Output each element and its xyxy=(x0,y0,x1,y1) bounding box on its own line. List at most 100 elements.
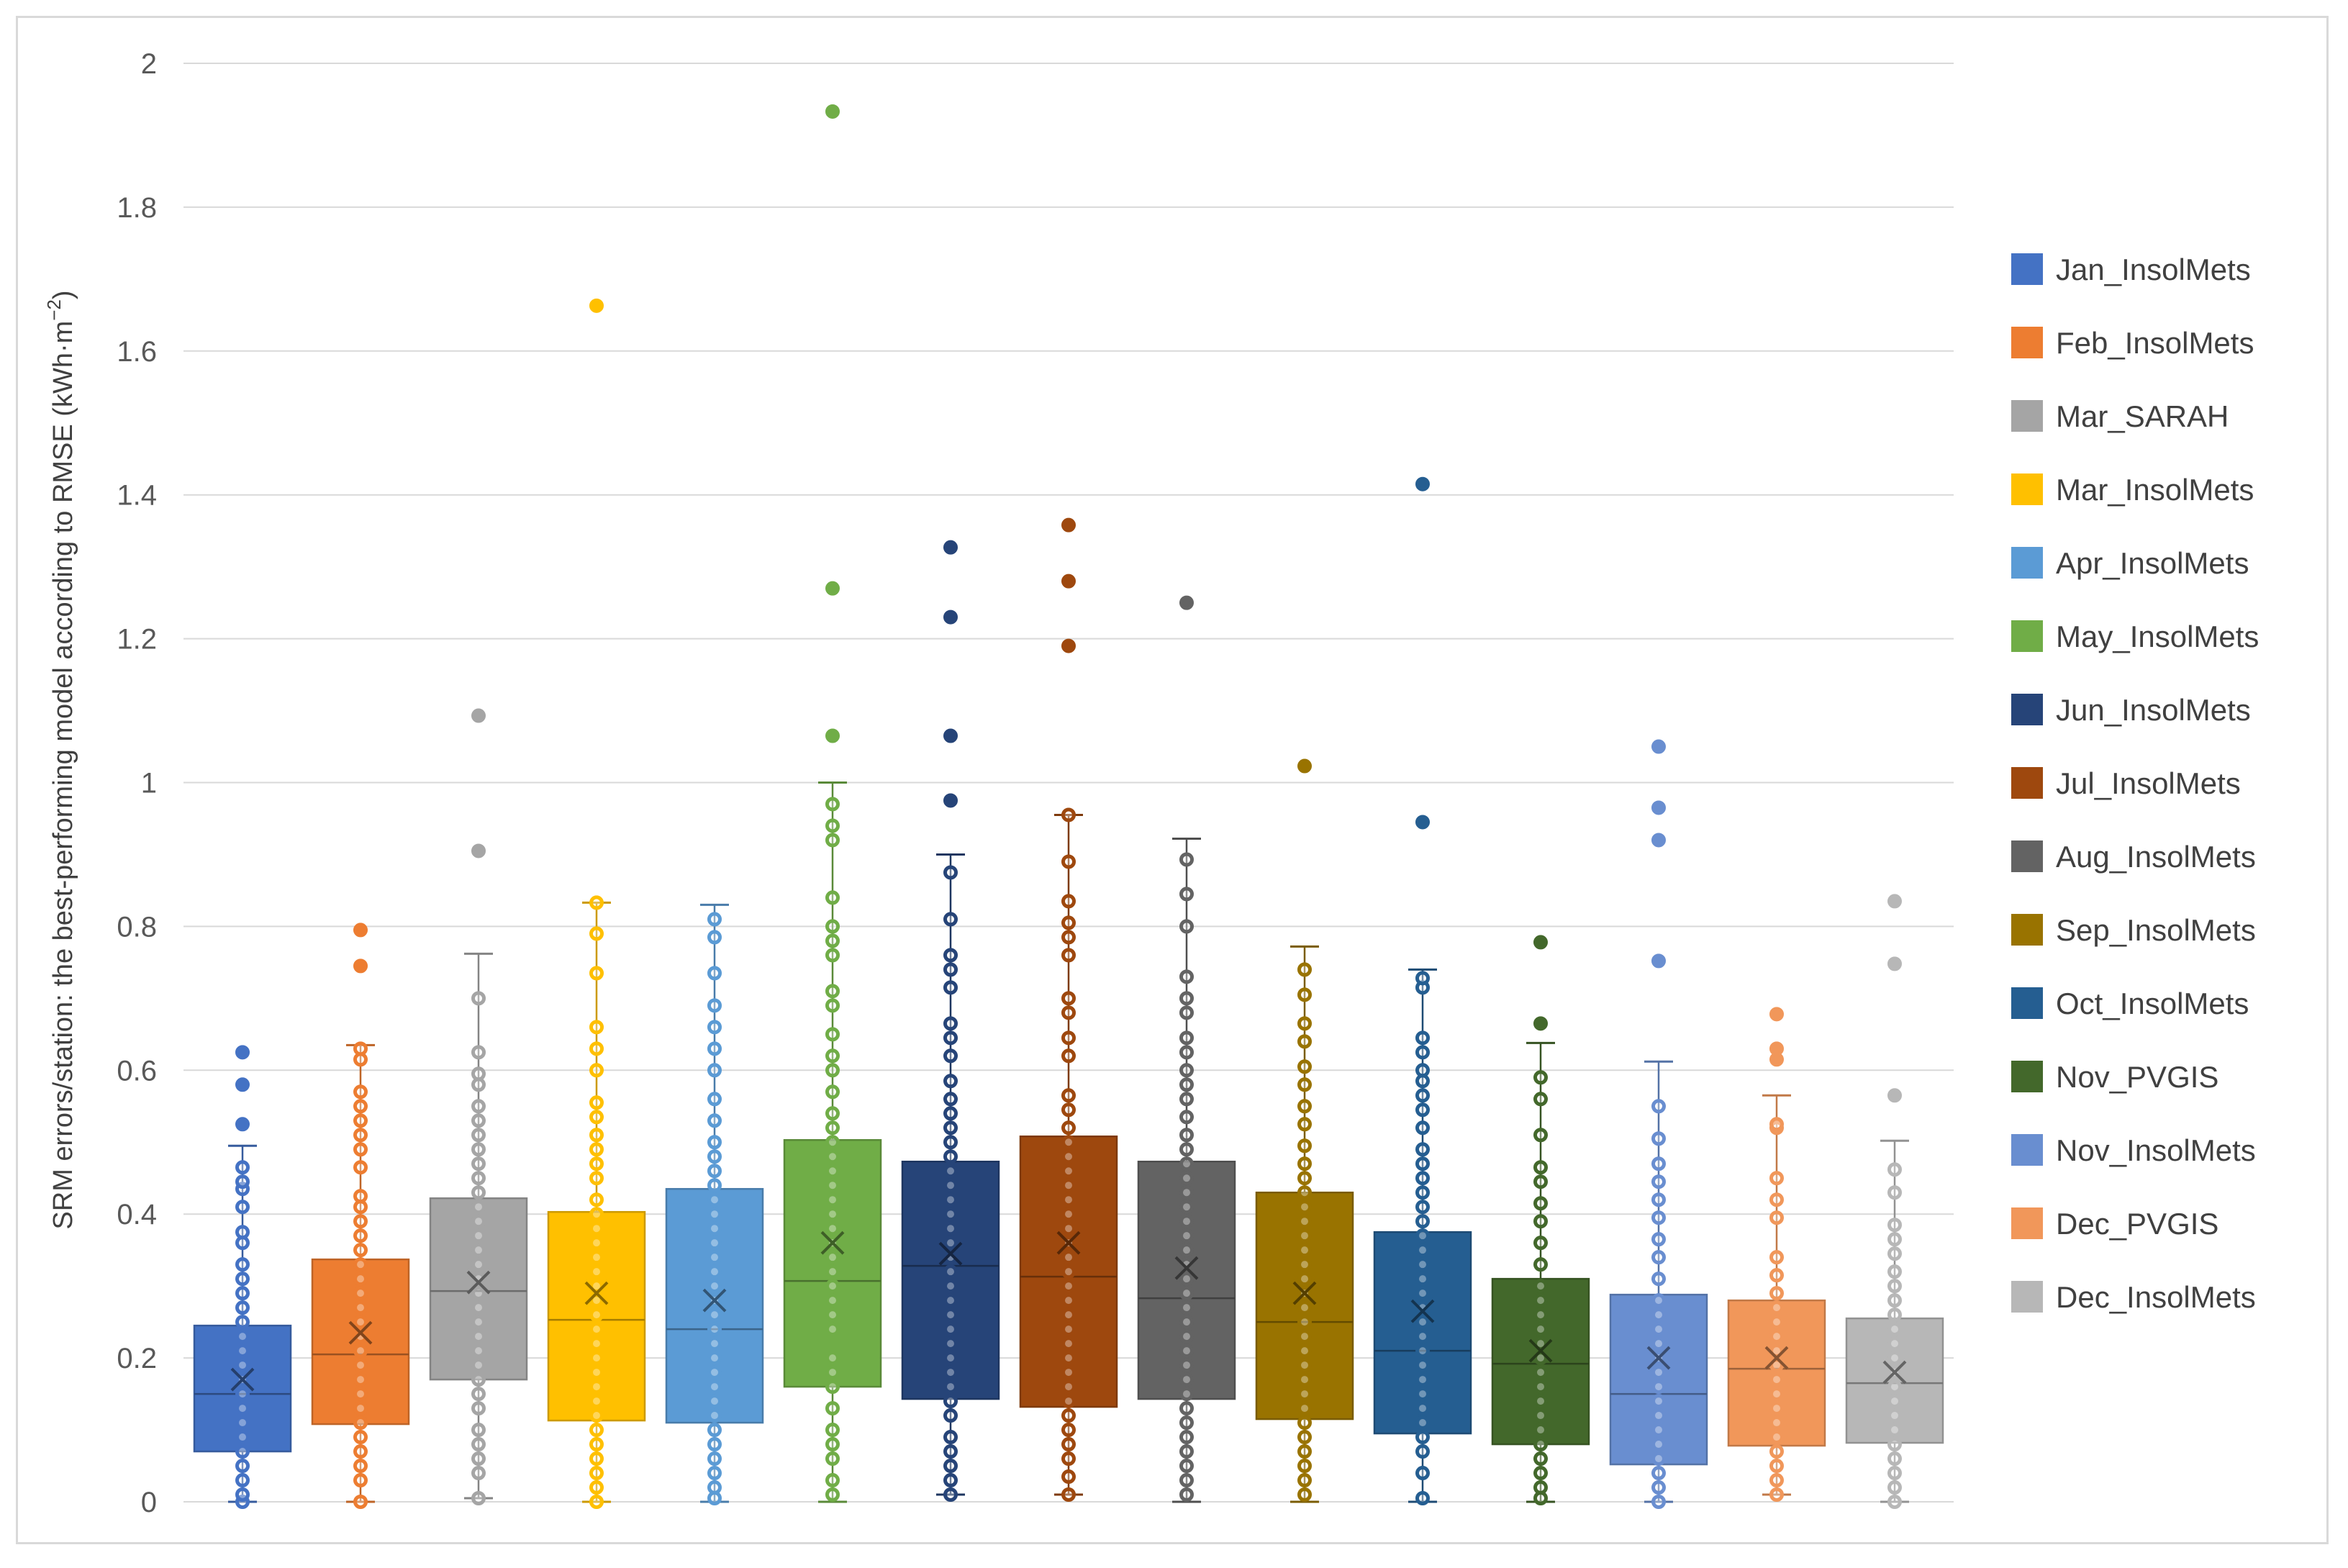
box-Oct_InsolMets xyxy=(1373,476,1472,1506)
data-point xyxy=(235,1117,250,1132)
mean-marker xyxy=(348,1320,373,1345)
data-point xyxy=(589,1336,604,1351)
y-axis-title-main: SRM errors/station: the best-performing … xyxy=(48,321,78,1230)
data-point xyxy=(1769,1372,1784,1387)
y-axis-ticks: 0 0.2 0.4 0.6 0.8 1 1.2 1.4 1.6 1.8 2 xyxy=(117,48,157,1518)
data-point xyxy=(943,609,958,625)
data-point xyxy=(943,1207,958,1222)
data-point xyxy=(1297,987,1312,1002)
data-point xyxy=(353,1358,368,1373)
data-point xyxy=(1179,1142,1194,1157)
data-point xyxy=(471,1300,486,1315)
y-tick-label-6: 1.2 xyxy=(117,624,157,656)
data-point xyxy=(943,1379,958,1395)
data-point xyxy=(707,1264,722,1279)
data-point xyxy=(707,1423,722,1438)
data-point xyxy=(707,1135,722,1150)
data-point xyxy=(1533,1236,1548,1251)
data-point xyxy=(825,1250,840,1265)
data-point xyxy=(1061,1336,1076,1351)
data-point xyxy=(1061,1322,1076,1337)
box-Jan_InsolMets xyxy=(193,1045,292,1509)
data-point xyxy=(1769,1401,1784,1416)
data-point xyxy=(1297,1415,1312,1431)
data-point xyxy=(1061,930,1076,945)
data-point xyxy=(1769,1487,1784,1503)
data-point xyxy=(707,1250,722,1265)
data-point xyxy=(825,919,840,934)
data-point xyxy=(825,1192,840,1207)
data-point xyxy=(471,1214,486,1229)
data-point xyxy=(1415,1372,1430,1387)
data-point xyxy=(707,1480,722,1495)
data-point xyxy=(707,1351,722,1366)
legend-swatch xyxy=(2011,987,2043,1019)
data-point xyxy=(589,1156,604,1172)
legend-label: Mar_SARAH xyxy=(2056,399,2229,433)
legend-label: Nov_InsolMets xyxy=(2056,1133,2256,1167)
data-point xyxy=(1297,1243,1312,1258)
data-point xyxy=(1887,1466,1902,1481)
data-point xyxy=(589,1394,604,1409)
data-point xyxy=(1415,476,1430,491)
data-point xyxy=(707,1437,722,1452)
data-point xyxy=(1415,1214,1430,1229)
data-point xyxy=(1651,1437,1666,1452)
data-point xyxy=(1415,1185,1430,1200)
data-point xyxy=(707,1394,722,1409)
data-point xyxy=(1651,1308,1666,1323)
data-point xyxy=(235,1257,250,1272)
data-point xyxy=(825,1120,840,1136)
data-point xyxy=(943,793,958,808)
data-point xyxy=(1887,1218,1902,1233)
data-point xyxy=(1179,919,1194,934)
data-point xyxy=(707,1192,722,1207)
data-point xyxy=(1651,1408,1666,1423)
data-point xyxy=(1415,1329,1430,1344)
data-point xyxy=(1887,1088,1902,1103)
legend-item-Jul_InsolMets: Jul_InsolMets xyxy=(2011,766,2241,800)
data-point xyxy=(1179,1473,1194,1488)
data-point xyxy=(707,930,722,945)
data-point xyxy=(1415,1315,1430,1330)
legend-swatch xyxy=(2011,253,2043,285)
data-point xyxy=(1887,1351,1902,1366)
data-point xyxy=(1887,1437,1902,1452)
data-point xyxy=(235,1272,250,1287)
data-point xyxy=(235,1473,250,1488)
legend-label: Dec_PVGIS xyxy=(2056,1207,2218,1241)
box-Mar_InsolMets xyxy=(547,298,646,1509)
data-point xyxy=(1533,1092,1548,1107)
data-point xyxy=(1179,1415,1194,1431)
data-point xyxy=(471,1423,486,1438)
data-point xyxy=(1887,1162,1902,1177)
data-point xyxy=(943,1279,958,1294)
data-point xyxy=(235,1430,250,1445)
data-point xyxy=(471,1045,486,1060)
data-point xyxy=(235,1329,250,1344)
data-point xyxy=(1415,1156,1430,1172)
legend-label: Mar_InsolMets xyxy=(2056,473,2254,507)
data-point xyxy=(1415,1102,1430,1118)
data-point xyxy=(235,1487,250,1503)
data-point xyxy=(825,1351,840,1366)
data-point xyxy=(1297,1077,1312,1092)
data-point xyxy=(1651,1466,1666,1481)
legend-item-Dec_PVGIS: Dec_PVGIS xyxy=(2011,1207,2218,1241)
data-point xyxy=(943,1365,958,1380)
data-point xyxy=(1415,1142,1430,1157)
data-point xyxy=(943,1473,958,1488)
data-point xyxy=(943,948,958,963)
data-point xyxy=(589,1437,604,1452)
data-point xyxy=(943,1408,958,1423)
data-point xyxy=(825,728,840,743)
data-point xyxy=(1887,1379,1902,1395)
data-point xyxy=(943,1221,958,1236)
data-point xyxy=(943,1394,958,1409)
data-point xyxy=(1179,1358,1194,1373)
data-point xyxy=(943,1135,958,1150)
legend-label: Dec_InsolMets xyxy=(2056,1280,2256,1314)
data-point xyxy=(589,966,604,981)
legend-swatch xyxy=(2011,914,2043,946)
data-point xyxy=(471,1451,486,1467)
